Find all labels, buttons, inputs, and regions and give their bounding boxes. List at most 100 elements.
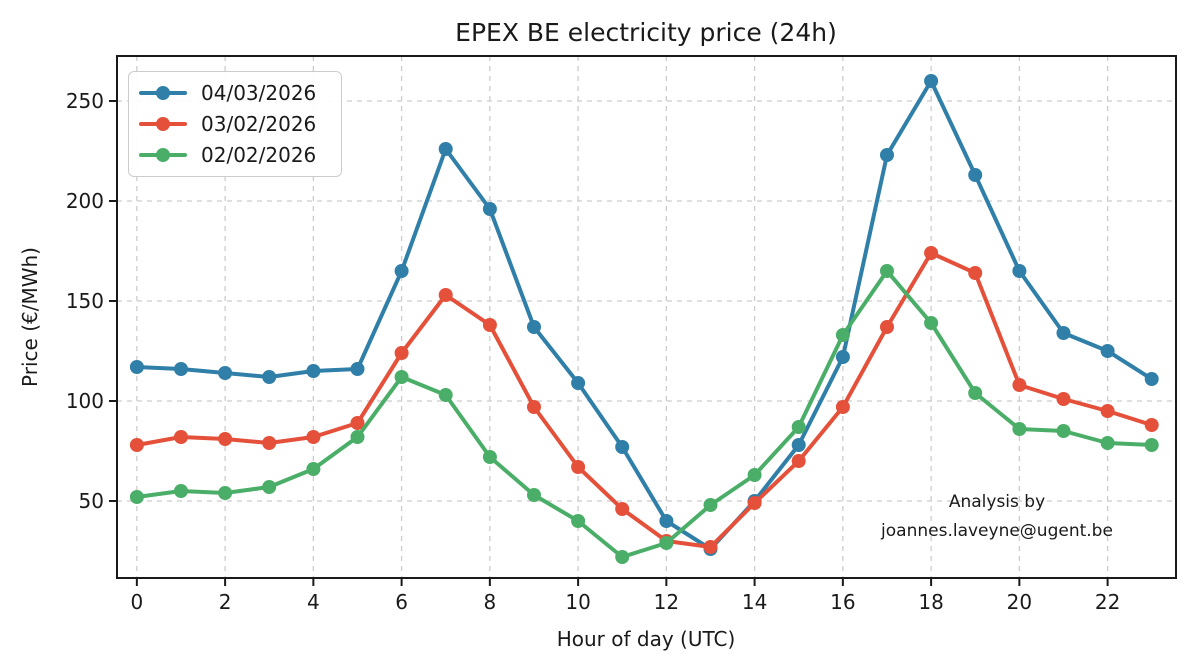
x-tick-label: 14 [742, 590, 767, 614]
series-point-2 [747, 468, 762, 482]
series-point-1 [218, 432, 233, 446]
series-point-2 [394, 370, 409, 384]
y-tick-label: 200 [66, 189, 104, 213]
series-layer [129, 74, 1159, 564]
chart-title: EPEX BE electricity price (24h) [455, 18, 837, 47]
legend-dot-icon [156, 86, 170, 101]
series-line-2 [134, 269, 1154, 559]
series-point-2 [350, 430, 365, 444]
legend-marker [139, 147, 187, 162]
series-point-1 [703, 540, 718, 554]
x-tick-label: 0 [130, 590, 143, 614]
series-point-0 [880, 148, 894, 162]
series-point-2 [791, 420, 806, 434]
x-tick-label: 12 [654, 590, 679, 614]
series-point-1 [968, 266, 983, 280]
series-point-1 [835, 400, 850, 414]
legend-item: 04/03/2026 [139, 78, 331, 108]
series-point-1 [1144, 418, 1159, 432]
legend-marker [139, 86, 187, 101]
legend-item: 03/02/2026 [139, 109, 331, 139]
series-point-2 [659, 536, 674, 550]
series-point-1 [350, 416, 365, 430]
series-point-2 [482, 450, 497, 464]
series-point-0 [1144, 372, 1159, 386]
legend-label: 02/02/2026 [201, 142, 317, 167]
series-point-0 [1056, 326, 1071, 340]
legend-marker [139, 116, 187, 131]
legend-dot-icon [156, 147, 170, 162]
series-point-0 [394, 264, 409, 278]
legend-label: 04/03/2026 [201, 81, 317, 106]
series-point-0 [571, 376, 586, 390]
y-tick-label: 50 [79, 489, 104, 513]
series-point-1 [482, 318, 497, 332]
series-point-2 [703, 498, 718, 512]
series-point-0 [1100, 344, 1115, 358]
series-point-2 [174, 484, 188, 498]
series-point-2 [527, 488, 541, 502]
series-point-2 [571, 514, 586, 528]
series-point-2 [262, 480, 277, 494]
series-point-0 [306, 364, 321, 378]
series-point-2 [306, 462, 321, 476]
series-point-1 [527, 400, 541, 414]
series-point-1 [129, 438, 144, 452]
series-point-0 [350, 362, 365, 376]
x-tick-label: 18 [918, 590, 943, 614]
series-point-2 [129, 490, 144, 504]
series-point-0 [968, 168, 983, 182]
annotation-credit-line1: Analysis by [949, 492, 1045, 512]
series-point-2 [1100, 436, 1115, 450]
series-point-1 [924, 246, 939, 260]
series-point-1 [438, 288, 453, 302]
x-tick-label: 22 [1095, 590, 1120, 614]
series-point-0 [218, 366, 233, 380]
series-point-0 [129, 360, 144, 374]
x-tick-label: 8 [483, 590, 496, 614]
series-point-2 [1056, 424, 1071, 438]
series-point-2 [835, 328, 850, 342]
y-tick-label: 250 [66, 89, 104, 113]
series-point-0 [835, 350, 850, 364]
series-point-0 [438, 142, 453, 156]
series-point-0 [527, 320, 541, 334]
series-point-0 [924, 74, 939, 88]
x-tick-label: 20 [1007, 590, 1032, 614]
y-tick-label: 100 [66, 389, 104, 413]
series-point-2 [1012, 422, 1027, 436]
series-point-0 [659, 514, 674, 528]
series-point-0 [1012, 264, 1027, 278]
series-point-0 [262, 370, 277, 384]
x-tick-label: 4 [307, 590, 320, 614]
series-point-1 [571, 460, 586, 474]
legend-label: 03/02/2026 [201, 111, 317, 136]
x-axis-label: Hour of day (UTC) [557, 627, 736, 651]
axes-layer: 0 2 4 6 8 10 12 14 16 18 20 22 50 100 150 200 250 [66, 55, 1177, 614]
series-point-0 [174, 362, 188, 376]
series-point-0 [791, 438, 806, 452]
series-point-1 [1056, 392, 1071, 406]
legend-item: 02/02/2026 [139, 140, 331, 170]
series-point-1 [174, 430, 188, 444]
series-point-2 [880, 264, 894, 278]
x-tick-label: 10 [565, 590, 590, 614]
series-point-2 [968, 386, 983, 400]
y-tick-label: 150 [66, 289, 104, 313]
series-point-1 [747, 496, 762, 510]
series-point-1 [791, 454, 806, 468]
plot-spines [116, 55, 1177, 579]
series-point-2 [218, 486, 233, 500]
x-tick-label: 16 [830, 590, 855, 614]
series-point-1 [1100, 404, 1115, 418]
series-point-1 [262, 436, 277, 450]
series-point-1 [615, 502, 630, 516]
x-tick-label: 6 [395, 590, 408, 614]
series-point-2 [438, 388, 453, 402]
series-point-0 [482, 202, 497, 216]
series-point-2 [1144, 438, 1159, 452]
x-tick-label: 2 [219, 590, 232, 614]
y-axis-label: Price (€/MWh) [18, 247, 42, 387]
